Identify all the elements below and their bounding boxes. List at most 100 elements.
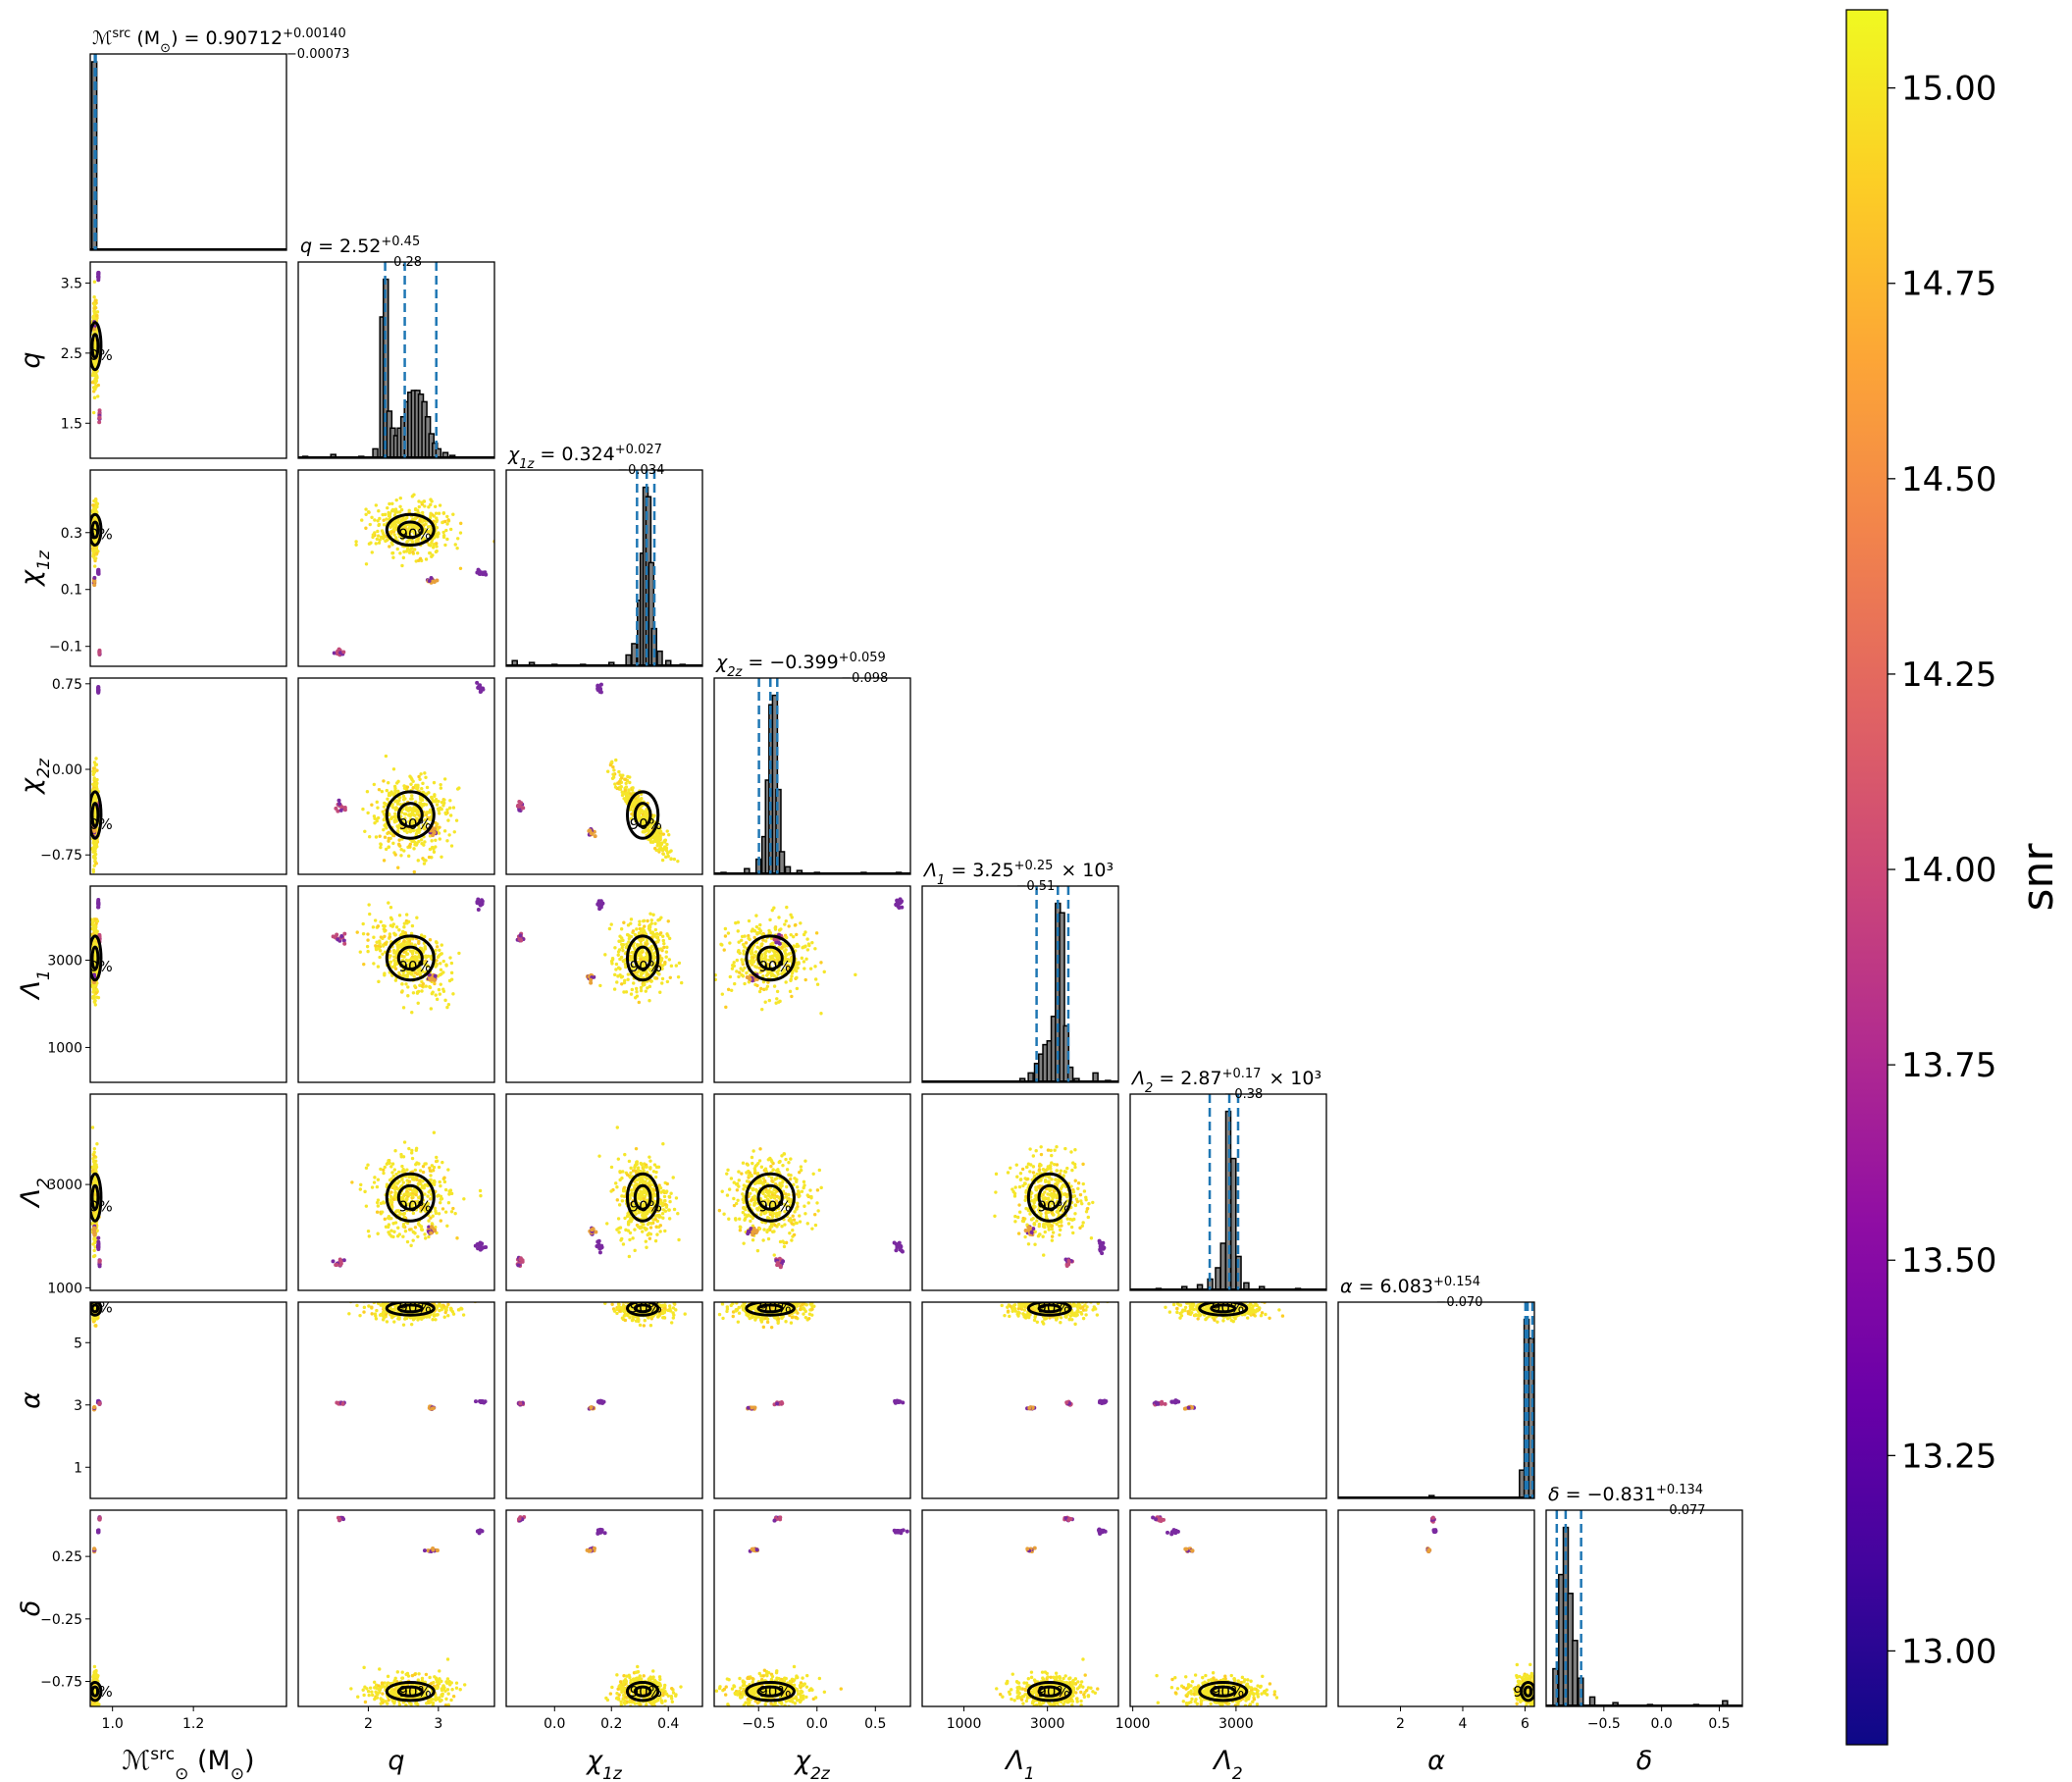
scatter-point — [406, 809, 411, 812]
scatter-point — [388, 525, 392, 529]
scatter-point — [439, 782, 442, 787]
y-tick-label: 2.5 — [61, 346, 82, 362]
scatter-point — [441, 510, 446, 515]
scatter-point — [389, 816, 393, 820]
contour-inner — [90, 802, 100, 828]
scatter-point — [423, 1192, 427, 1196]
scatter-point — [434, 948, 438, 953]
scatter-point — [372, 962, 376, 966]
scatter-point — [429, 1174, 433, 1178]
scatter-point — [93, 298, 97, 302]
scatter-point — [424, 557, 429, 561]
scatter-point — [376, 1204, 381, 1208]
y-tick-label: −0.1 — [49, 640, 82, 655]
scatter-point — [341, 938, 346, 943]
scatter-point — [422, 826, 426, 830]
contour-label: 90% — [79, 346, 112, 364]
scatter-point — [355, 930, 359, 934]
scatter-point — [378, 941, 382, 946]
scatter-point — [366, 949, 370, 954]
scatter-point — [92, 579, 97, 584]
scatter-point — [432, 780, 437, 785]
hist-panel-q: q = 2.52+0.45 −0.28 — [297, 235, 495, 459]
scatter-point — [405, 830, 409, 834]
scatter-panel-q-chi2z: 90% — [297, 677, 495, 875]
scatter-point — [400, 518, 405, 522]
scatter-point — [94, 1295, 97, 1298]
scatter-point — [445, 839, 449, 843]
scatter-point — [424, 959, 428, 963]
scatter-point — [382, 859, 387, 863]
scatter-point — [429, 513, 433, 517]
scatter-point — [424, 984, 428, 988]
scatter-point — [435, 1155, 439, 1160]
scatter-point — [92, 1709, 95, 1712]
scatter-point — [414, 786, 419, 791]
scatter-point — [408, 829, 412, 833]
scatter-point — [413, 843, 417, 847]
scatter-point — [92, 1154, 96, 1158]
scatter-point — [420, 500, 424, 504]
scatter-point — [430, 541, 434, 545]
y-tick-label: 0.75 — [52, 677, 82, 693]
scatter-point — [412, 869, 417, 874]
scatter-point — [405, 785, 410, 789]
scatter-point — [382, 944, 386, 948]
scatter-point — [440, 1160, 444, 1165]
scatter-point — [386, 797, 389, 801]
scatter-point — [435, 545, 439, 549]
scatter-point — [440, 943, 443, 947]
scatter-point — [380, 789, 385, 794]
scatter-point — [439, 962, 442, 966]
scatter-point — [93, 1294, 96, 1297]
scatter-point — [435, 997, 440, 1002]
scatter-point — [361, 931, 366, 936]
scatter-point — [94, 1707, 97, 1710]
contour-label: 90% — [79, 958, 112, 975]
y-tick-label: 1000 — [47, 1040, 82, 1056]
scatter-point — [90, 985, 95, 989]
scatter-point — [428, 550, 432, 555]
x-tick-label: 1.0 — [102, 1716, 124, 1732]
scatter-point — [401, 798, 406, 802]
scatter-point — [362, 962, 366, 967]
scatter-point — [93, 1195, 97, 1200]
panel-frame — [89, 1509, 287, 1707]
scatter-point — [440, 800, 444, 805]
scatter-point — [354, 543, 358, 547]
scatter-point — [393, 814, 398, 819]
contour-label: 90% — [398, 958, 431, 975]
scatter-point — [375, 817, 379, 821]
scatter-point — [394, 819, 398, 823]
contour-label: 90% — [398, 525, 431, 543]
scatter-point — [435, 941, 439, 945]
y-tick-label: 3 — [74, 1398, 82, 1414]
scatter-point — [407, 812, 411, 816]
scatter-point — [422, 862, 427, 865]
scatter-point — [462, 1197, 466, 1201]
scatter-point — [449, 970, 454, 975]
scatter-point — [455, 787, 460, 791]
scatter-point — [445, 1005, 449, 1010]
scatter-point — [415, 811, 420, 815]
scatter-point — [382, 812, 387, 816]
scatter-point — [410, 952, 415, 956]
scatter-point — [374, 835, 379, 839]
scatter-point — [92, 1405, 97, 1410]
scatter-point — [393, 967, 398, 971]
scatter-point — [413, 970, 418, 975]
scatter-point — [423, 1232, 427, 1236]
scatter-point — [95, 777, 99, 782]
contour-outer — [90, 321, 103, 372]
scatter-point — [394, 536, 398, 540]
scatter-point — [403, 518, 407, 522]
scatter-point — [95, 845, 99, 849]
scatter-point — [374, 944, 378, 948]
scatter-point — [439, 968, 443, 971]
scatter-point — [402, 955, 406, 959]
scatter-point — [441, 970, 445, 974]
scatter-point — [336, 937, 340, 942]
scatter-point — [447, 1192, 451, 1196]
